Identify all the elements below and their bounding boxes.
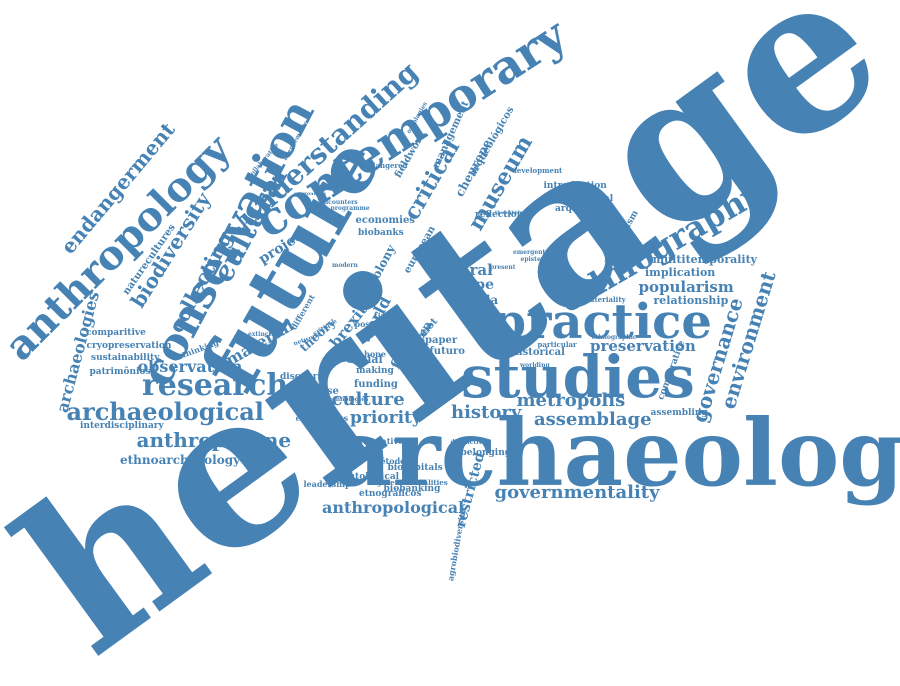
cloud-word-comparitive: comparitive bbox=[86, 327, 146, 338]
cloud-word-archaeology: archaeology bbox=[332, 399, 900, 507]
cloud-word-interdisciplinary: interdisciplinary bbox=[80, 420, 164, 431]
cloud-word-historical: historical bbox=[511, 347, 565, 358]
cloud-word-ethnoarchaeology: ethnoarchaeology bbox=[120, 453, 241, 467]
cloud-word-discourse: discourse bbox=[280, 371, 329, 382]
cloud-word-research: research bbox=[142, 368, 289, 403]
cloud-word-agrobiodiversity: agrobiodiversity bbox=[444, 508, 468, 582]
cloud-word-development: development bbox=[512, 165, 563, 175]
cloud-word-priority: priority bbox=[350, 407, 422, 428]
cloud-word-approaches: approaches bbox=[294, 190, 327, 197]
cloud-word-distinctive: distinctive bbox=[450, 439, 486, 446]
cloud-word-cryopreservation: cryopreservation bbox=[86, 340, 172, 351]
cloud-word-observation: observation bbox=[137, 357, 243, 376]
cloud-word-present: present bbox=[490, 264, 516, 271]
cloud-word-programme: programme bbox=[330, 205, 370, 212]
cloud-word-reflection: reflection bbox=[475, 209, 524, 220]
cloud-word-time: time bbox=[374, 311, 395, 321]
cloud-word-arqueologia: arqueologia bbox=[555, 203, 616, 214]
cloud-word-worlding: worlding bbox=[520, 362, 550, 369]
cloud-word-practice: practice bbox=[492, 294, 712, 350]
cloud-word-making: making bbox=[356, 365, 394, 376]
cloud-word-etnográficos: etnográficos bbox=[359, 488, 422, 499]
cloud-word-thoughtful: thoughtful bbox=[495, 209, 526, 216]
cloud-word-post: post bbox=[354, 319, 374, 329]
cloud-word-culture: culture bbox=[331, 389, 405, 410]
cloud-word-biocapitals: biocapitals bbox=[387, 462, 443, 473]
cloud-word-funding: funding bbox=[354, 379, 398, 390]
cloud-word-history: history bbox=[451, 402, 522, 423]
cloud-word-modern: modern bbox=[332, 262, 358, 269]
cloud-word-expertise: expertise bbox=[287, 386, 339, 397]
cloud-word-implication: implication bbox=[645, 265, 716, 279]
cloud-word-particular: particular bbox=[537, 339, 577, 349]
cloud-word-sociomaterial: sociomaterial bbox=[544, 193, 614, 204]
cloud-word-introduction: introduction bbox=[543, 180, 607, 191]
cloud-word-technologies: technologies bbox=[325, 396, 369, 403]
cloud-word-biobanks: biobanks bbox=[358, 227, 404, 238]
cloud-word-epistemic: epistemic bbox=[520, 256, 554, 263]
cloud-word-métodos: métodos bbox=[372, 456, 411, 466]
cloud-word-alternative: alternative bbox=[354, 436, 404, 446]
cloud-word-ethnographic: ethnographic bbox=[591, 334, 637, 341]
cloud-word-anthropocene: anthropocene bbox=[136, 428, 292, 452]
cloud-word-social: social bbox=[347, 352, 383, 366]
cloud-word-studies: studies bbox=[461, 343, 695, 411]
cloud-word-economies: economies bbox=[355, 215, 415, 226]
cloud-word-governmentalities: governmentalities bbox=[376, 477, 448, 487]
cloud-word-sustainability: sustainability bbox=[91, 352, 160, 363]
cloud-word-emergentes: emergentes bbox=[295, 413, 349, 423]
cloud-word-hope: hope bbox=[364, 349, 386, 359]
cloud-word-natural: natural bbox=[431, 260, 493, 279]
cloud-word-anthropological: anthropological bbox=[322, 498, 465, 517]
cloud-word-endangered: endangered bbox=[361, 160, 408, 170]
cloud-word-patrimônios: patrimônios bbox=[89, 366, 151, 377]
cloud-word-governmentality: governmentality bbox=[494, 482, 660, 503]
cloud-word-assembling: assembling bbox=[650, 407, 708, 418]
cloud-word-metropolis: metropolis bbox=[516, 390, 626, 411]
cloud-word-preservation: preservation bbox=[590, 336, 696, 355]
cloud-word-belonging: belonging bbox=[460, 447, 512, 458]
cloud-word-emergent: emergent bbox=[513, 249, 546, 256]
cloud-word-encounters: encounters bbox=[320, 199, 358, 206]
cloud-word-assemblage: assemblage bbox=[534, 409, 652, 430]
cloud-word-europe: europe bbox=[439, 277, 495, 293]
cloud-word-leadership: leadership bbox=[303, 479, 351, 489]
cloud-word-multitemporality: multitemporality bbox=[652, 252, 758, 266]
cloud-word-futuro: futuro bbox=[429, 346, 465, 357]
cloud-word-archaeological: archaeological bbox=[66, 397, 264, 426]
cloud-word-agenda: agenda bbox=[449, 293, 499, 307]
cloud-word-biobanking: biobanking bbox=[383, 483, 441, 494]
cloud-word-relationship: relationship bbox=[653, 293, 729, 307]
cloud-word-materiality: materiality bbox=[582, 294, 626, 304]
cloud-word-popularism: popularism bbox=[638, 277, 734, 296]
cloud-word-paper: paper bbox=[425, 335, 458, 346]
cloud-word-ontological: ontological bbox=[342, 471, 400, 482]
cloud-word-extinction: extinction bbox=[248, 331, 282, 338]
